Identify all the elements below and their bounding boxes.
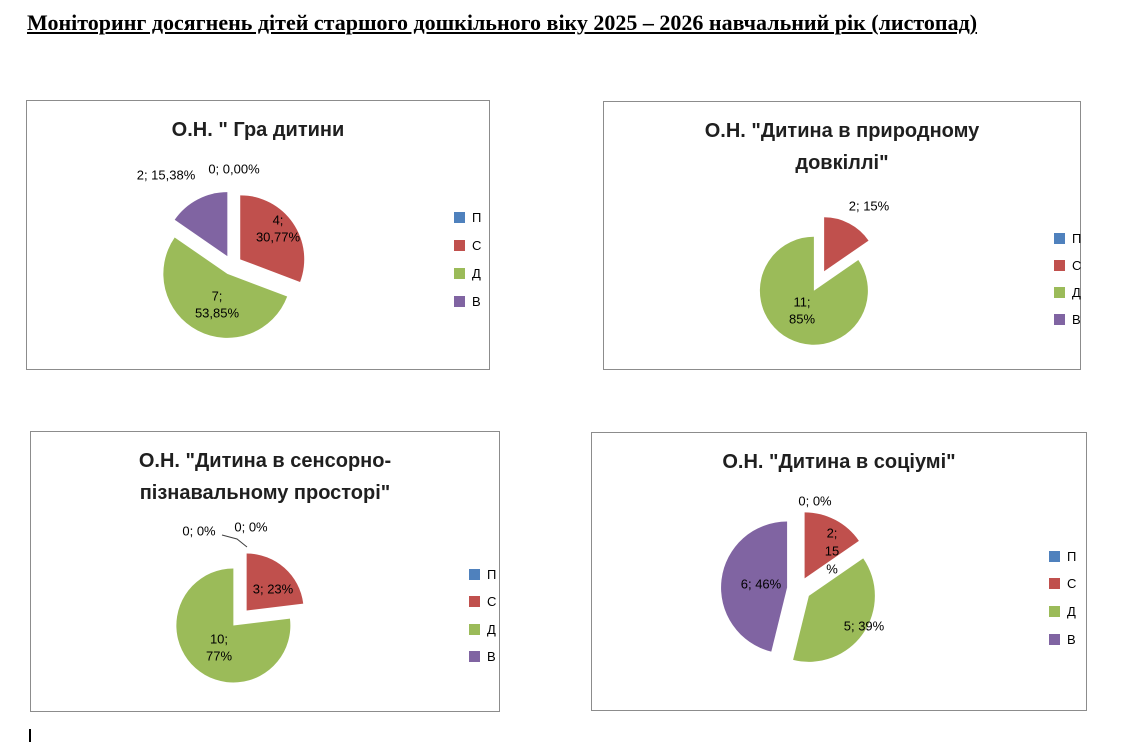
data-label: 0; 0% <box>798 494 832 509</box>
pie-slice-С <box>804 512 859 579</box>
data-label: 7; 53,85% <box>195 289 240 321</box>
pie-slice-В <box>174 192 228 257</box>
legend-swatch-icon <box>454 267 465 279</box>
legend-item-Д: Д <box>454 266 481 281</box>
legend-item-В: В <box>1049 632 1076 647</box>
label-leader-line <box>221 534 248 548</box>
legend-swatch-icon <box>1054 313 1065 325</box>
pie-slice-Д <box>176 568 291 683</box>
legend-label: С <box>1072 257 1082 273</box>
chart-title: О.Н. "Дитина в соціумі" <box>722 451 956 473</box>
legend-item-П: П <box>454 210 481 225</box>
legend-item-Д: Д <box>1049 604 1076 619</box>
data-label: 3; 23% <box>253 582 294 597</box>
legend-swatch-icon <box>1054 232 1065 244</box>
legend-label: П <box>487 566 497 582</box>
legend-item-В: В <box>1054 312 1081 327</box>
legend-item-С: С <box>454 238 481 253</box>
chart-title: О.Н. "Дитина в природному довкіллі" <box>704 120 980 174</box>
data-label: 0; 0,00% <box>208 162 260 177</box>
legend-label: Д <box>1072 284 1081 300</box>
legend-item-В: В <box>454 294 481 309</box>
legend-label: П <box>1067 548 1077 564</box>
pie-slice-Д <box>759 236 868 345</box>
legend-swatch-icon <box>1054 286 1065 298</box>
legend-label: П <box>472 209 482 225</box>
chart-title: О.Н. " Гра дитини <box>171 119 345 141</box>
data-label: 0; 0% <box>234 520 268 535</box>
legend-swatch-icon <box>1049 550 1060 562</box>
legend-swatch-icon <box>469 623 480 635</box>
legend-swatch-icon <box>469 596 480 607</box>
legend-label: Д <box>487 621 496 637</box>
legend-item-С: С <box>1054 258 1081 273</box>
legend-label: В <box>487 649 496 664</box>
legend-label: Д <box>1067 603 1076 619</box>
data-label: 10; 77% <box>206 632 232 664</box>
pie-slice-С <box>824 217 869 272</box>
pie-slice-С <box>240 195 305 283</box>
data-label: 4; 30,77% <box>256 213 301 245</box>
pie-plot: 2; 15% 11; 85% <box>759 199 890 345</box>
legend-item-С: С <box>1049 576 1076 591</box>
legend-label: Д <box>472 265 481 281</box>
legend-item-В: В <box>469 649 496 664</box>
chart-dytyna-v-pryrodnomu-dovkilli[interactable]: О.Н. "Дитина в природному довкіллі" 2; 15%… <box>603 101 1081 370</box>
chart-dytyna-v-sotsiumi[interactable]: О.Н. "Дитина в соціумі" 0; 0% 2; 15% 5; 39% 6… <box>591 432 1087 711</box>
pie-slice-С <box>246 553 304 611</box>
pie-plot: 0; 0% 2; 15 % 5; 39% 6; 46% <box>721 494 885 662</box>
legend-swatch-icon <box>1054 259 1065 271</box>
legend-swatch-icon <box>1049 633 1060 645</box>
data-label: 2; 15% <box>849 199 890 214</box>
pie-plot: 0; 0% 0; 0% 3; 23% 10; 77% <box>176 520 304 683</box>
pie-slice-Д <box>793 558 875 662</box>
legend-swatch-icon <box>454 211 465 223</box>
legend-label: П <box>1072 230 1082 246</box>
legend-swatch-icon <box>469 568 480 580</box>
chart-dytyna-v-sensorno-piznavalnomu-prostori[interactable]: О.Н. "Дитина в сенсорно-пізнавальному пр… <box>30 431 500 712</box>
legend-swatch-icon <box>454 239 465 251</box>
text-cursor <box>29 729 31 742</box>
legend-label: С <box>1067 576 1077 592</box>
legend-label: В <box>472 293 481 309</box>
legend-item-Д: Д <box>1054 285 1081 300</box>
pie-slice-В <box>721 521 788 652</box>
legend-swatch-icon <box>1049 578 1060 590</box>
data-label: 2; 15% <box>825 526 839 577</box>
legend-label: С <box>472 237 482 253</box>
data-label: 2; 15,38% <box>137 168 196 183</box>
chart-gra-dytyny[interactable]: О.Н. " Гра дитини 0; 0,00% 2; 15,38% 4; 30,7… <box>26 100 490 370</box>
document-title: Моніторинг досягнень дітей старшого дошк… <box>27 10 978 35</box>
legend-item-Д: Д <box>469 622 496 637</box>
pie-slice-Д <box>163 237 288 338</box>
legend-swatch-icon <box>454 295 465 307</box>
legend-label: В <box>1067 631 1076 647</box>
legend-label: В <box>1072 311 1081 327</box>
legend-item-С: С <box>469 594 496 609</box>
legend-item-П: П <box>1054 231 1081 246</box>
legend-swatch-icon <box>469 651 480 662</box>
legend-label: С <box>487 594 497 609</box>
chart-title: О.Н. "Дитина в сенсорно-пізнавальному пр… <box>138 450 392 504</box>
data-label: 11; 85% <box>789 295 815 327</box>
legend-item-П: П <box>469 567 496 582</box>
data-label: 6; 46% <box>741 577 782 592</box>
data-label: 0; 0% <box>182 524 216 539</box>
data-label: 5; 39% <box>844 619 885 634</box>
legend-swatch-icon <box>1049 605 1060 617</box>
legend-item-П: П <box>1049 549 1076 564</box>
pie-plot: 0; 0,00% 2; 15,38% 4; 30,77% 7; 53,85% <box>137 162 305 338</box>
